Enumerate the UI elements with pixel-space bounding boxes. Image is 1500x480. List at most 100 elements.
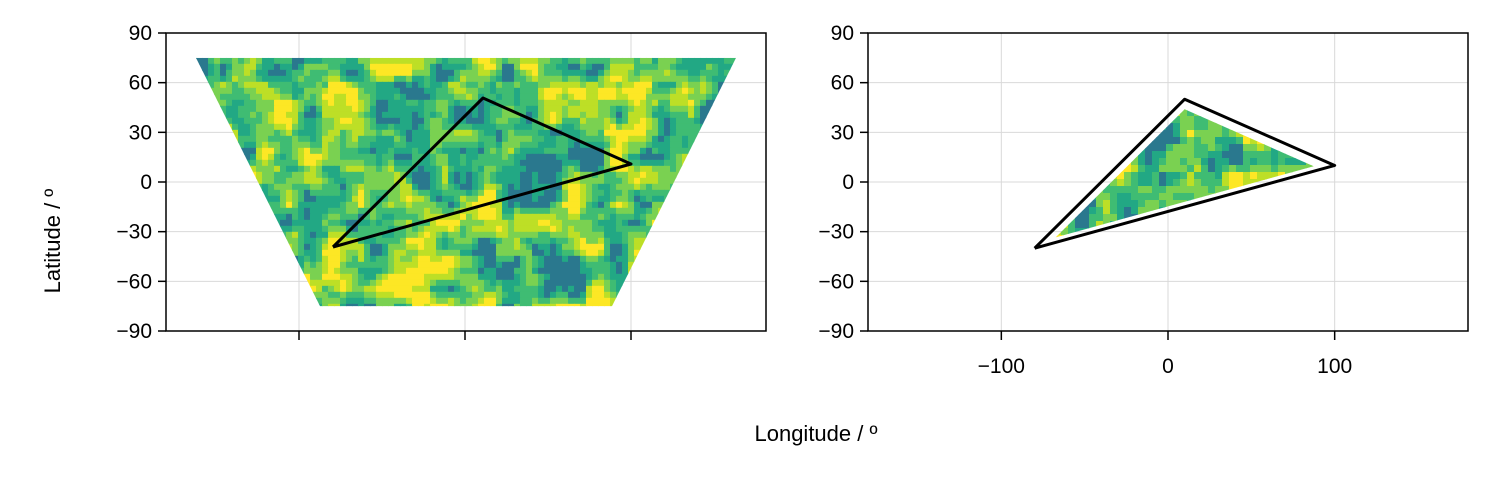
left-contour-cell (424, 75, 431, 83)
left-contour-cell (520, 291, 527, 299)
left-contour-cell (634, 231, 641, 239)
left-contour-cell (406, 285, 413, 293)
left-contour-cell (592, 87, 599, 95)
right-contour-cell (1061, 200, 1069, 208)
right-contour-cell (1222, 95, 1230, 103)
left-contour-cell (490, 165, 497, 173)
right-contour-cell (1222, 186, 1230, 194)
left-contour-cell (400, 249, 407, 257)
right-contour-cell (1285, 130, 1293, 138)
left-contour-cell (616, 303, 623, 307)
left-contour-cell (460, 141, 467, 149)
right-contour-cell (1103, 130, 1111, 138)
left-contour-cell (304, 237, 311, 245)
left-contour-cell (472, 279, 479, 287)
left-contour-cell (520, 231, 527, 239)
left-contour-cell (496, 93, 503, 101)
left-contour-cell (196, 237, 203, 245)
left-contour-cell (454, 135, 461, 143)
left-contour-cell (550, 189, 557, 197)
left-contour-cell (646, 159, 653, 167)
right-contour-cell (1068, 109, 1076, 117)
left-contour-cell (214, 213, 221, 221)
left-contour-cell (400, 189, 407, 197)
left-contour-cell (730, 237, 736, 245)
right-contour-cell (1166, 235, 1174, 238)
right-contour-cell (1278, 193, 1286, 201)
left-contour-cell (478, 297, 485, 305)
left-contour-cell (412, 75, 419, 83)
left-contour-cell (454, 87, 461, 95)
left-contour-cell (460, 69, 467, 77)
right-contour-cell (1173, 249, 1181, 257)
left-contour-cell (466, 153, 473, 161)
left-contour-cell (430, 123, 437, 131)
left-contour-cell (406, 267, 413, 275)
left-contour-cell (538, 201, 545, 209)
left-contour-cell (226, 213, 233, 221)
left-contour-cell (652, 183, 659, 191)
left-contour-cell (376, 291, 383, 299)
left-contour-cell (592, 147, 599, 155)
left-contour-cell (466, 291, 473, 299)
left-contour-cell (262, 99, 269, 107)
right-contour-cell (1201, 179, 1209, 187)
left-contour-cell (712, 291, 719, 299)
left-contour-cell (736, 220, 743, 227)
left-contour-cell (274, 213, 281, 221)
left-contour-cell (436, 177, 443, 185)
left-contour-cell (220, 75, 227, 83)
left-contour-cell (382, 237, 389, 245)
left-contour-cell (334, 93, 341, 101)
right-contour-cell (1229, 151, 1237, 159)
left-contour-cell (472, 267, 479, 275)
left-contour-cell (352, 159, 359, 167)
right-contour-cell (1229, 123, 1237, 131)
left-contour-cell (268, 99, 275, 107)
right-contour-cell (1055, 144, 1062, 152)
left-contour-cell (538, 63, 545, 71)
right-contour-cell (1313, 172, 1314, 180)
left-contour-cell (598, 93, 605, 101)
left-contour-cell (310, 99, 317, 107)
left-contour-cell (658, 273, 665, 281)
left-contour-cell (412, 279, 419, 287)
left-contour-cell (694, 207, 701, 215)
left-contour-cell (604, 129, 611, 137)
left-contour-cell (622, 261, 629, 269)
left-contour-cell (628, 207, 635, 215)
right-contour-cell (1292, 207, 1300, 215)
left-contour-cell (628, 195, 635, 203)
left-contour-cell (274, 267, 281, 275)
left-contour-cell (376, 81, 383, 89)
right-contour-cell (1222, 242, 1230, 250)
left-contour-cell (208, 255, 215, 263)
left-contour-cell (586, 207, 593, 215)
left-contour-cell (298, 159, 305, 167)
left-contour-cell (490, 297, 497, 305)
left-contour-cell (628, 219, 635, 227)
left-contour-cell (310, 225, 317, 233)
left-contour-cell (334, 201, 341, 209)
right-contour-cell (1124, 172, 1132, 180)
left-contour-cell (730, 207, 736, 215)
left-contour-cell (718, 249, 725, 257)
left-contour-cell (376, 57, 383, 65)
left-contour-cell (568, 231, 575, 239)
left-contour-cell (622, 75, 629, 83)
left-contour-cell (466, 177, 473, 185)
left-contour-cell (538, 99, 545, 107)
right-contour-cell (1285, 109, 1293, 117)
left-contour-cell (736, 166, 743, 173)
left-contour-cell (268, 57, 275, 65)
left-contour-cell (682, 255, 689, 263)
right-contour-cell (1138, 95, 1146, 103)
left-contour-cell (322, 93, 329, 101)
left-contour-cell (586, 99, 593, 107)
left-contour-cell (364, 117, 371, 125)
left-contour-cell (448, 123, 455, 131)
left-contour-cell (736, 304, 743, 311)
left-contour-cell (244, 147, 251, 155)
left-contour-cell (322, 267, 329, 275)
right-contour-cell (1313, 207, 1314, 215)
